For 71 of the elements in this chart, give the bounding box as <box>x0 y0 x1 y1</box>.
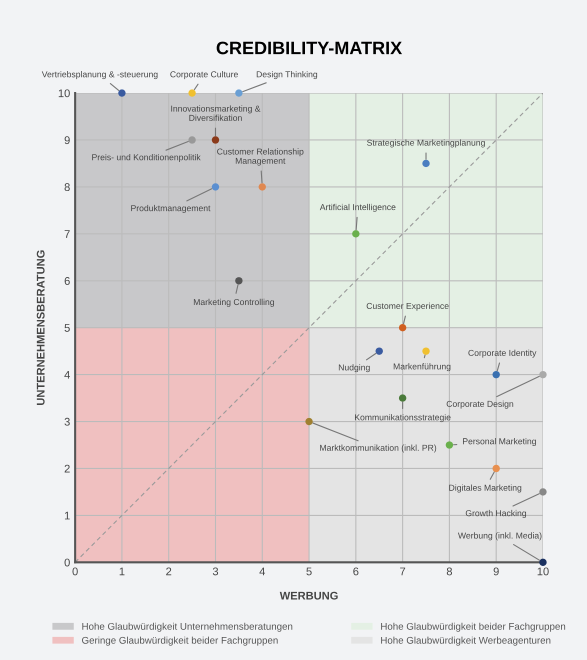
point <box>446 441 454 449</box>
x-tick-label: 5 <box>306 568 312 576</box>
y-tick-label: 9 <box>64 136 70 144</box>
y-axis-title: UNTERNEHMENSBERATUNG <box>36 250 45 406</box>
point <box>398 394 406 402</box>
legend-label: Hohe Glaubwürdigkeit beider Fachgruppen <box>381 622 566 632</box>
y-tick-label: 6 <box>64 277 70 285</box>
point <box>118 89 126 97</box>
annotation: Werbung (inkl. Media) <box>458 532 542 540</box>
point <box>258 183 266 191</box>
point <box>235 277 243 284</box>
annotation: Preis- und Konditionenpolitik <box>92 154 201 162</box>
annotation: Digitales Marketing <box>449 484 522 492</box>
x-tick-label: 3 <box>212 567 218 576</box>
y-tick-label: 5 <box>64 324 70 332</box>
x-tick-label: 10 <box>538 567 549 576</box>
annotation: Customer Experience <box>366 302 449 311</box>
y-tick-label: 1 <box>64 512 70 520</box>
point <box>539 488 547 496</box>
x-tick-label: 0 <box>72 567 78 576</box>
point <box>422 347 430 355</box>
annotation: Artificial Intelligence <box>320 204 396 212</box>
point <box>539 370 547 378</box>
point <box>212 183 220 191</box>
x-tick-label: 1 <box>120 568 124 576</box>
annotation: Corporate Design <box>446 400 514 409</box>
point <box>422 160 430 168</box>
y-tick-label: 7 <box>64 230 70 238</box>
annotation: Growth Hacking <box>466 510 526 518</box>
x-tick-label: 2 <box>166 567 172 576</box>
x-axis-title: WERBUNG <box>280 592 338 600</box>
annotation: Innovationsmarketing & Diversifikation <box>171 105 260 121</box>
point <box>212 136 220 144</box>
annotation: Customer Relationship Management <box>217 148 304 166</box>
annotation: Vertriebsplanung & -steuerung <box>42 71 158 80</box>
y-tick-label: 10 <box>58 89 70 98</box>
point <box>398 324 406 332</box>
point <box>376 347 383 355</box>
annotation: Produktmanagement <box>131 204 210 213</box>
x-tick-label: 8 <box>446 567 452 576</box>
x-tick-label: 7 <box>400 568 406 576</box>
legend-label: Geringe Glaubwürdigkeit beider Fachgruppen <box>82 636 278 646</box>
annotation: Markenführung <box>394 363 450 372</box>
y-tick-label: 8 <box>64 183 70 192</box>
point <box>352 230 360 238</box>
annotation: Personal Marketing <box>463 438 536 446</box>
y-tick-label: 0 <box>64 558 70 566</box>
legend-label: Hohe Glaubwürdigkeit Unternehmensberatungen <box>82 622 292 632</box>
annotation: Design Thinking <box>256 71 318 80</box>
annotation: Marketing Controlling <box>194 298 274 307</box>
point <box>492 370 500 378</box>
x-tick-label: 6 <box>353 567 358 576</box>
y-tick-label: 3 <box>64 418 70 426</box>
point <box>235 89 243 97</box>
annotation: Kommunikationsstrategie <box>354 414 451 422</box>
chart-title: CREDIBILITY-MATRIX <box>216 42 402 54</box>
legend-label: Hohe Glaubwürdigkeit Werbeagenturen <box>381 636 550 646</box>
annotation: Corporate Culture <box>170 71 238 80</box>
point <box>539 558 547 566</box>
point <box>305 418 313 426</box>
point <box>188 89 196 97</box>
x-tick-label: 4 <box>259 568 266 576</box>
point <box>492 464 500 472</box>
annotation: Nudging <box>338 364 370 372</box>
y-tick-label: 2 <box>64 464 70 472</box>
annotation: Strategische Marketingplanung <box>367 139 485 148</box>
y-tick-label: 4 <box>64 371 70 379</box>
annotation: Corporate Identity <box>468 350 536 358</box>
annotation: Marktkommunikation (inkl. PR) <box>320 444 436 453</box>
point <box>188 136 196 144</box>
x-tick-label: 9 <box>494 567 499 576</box>
